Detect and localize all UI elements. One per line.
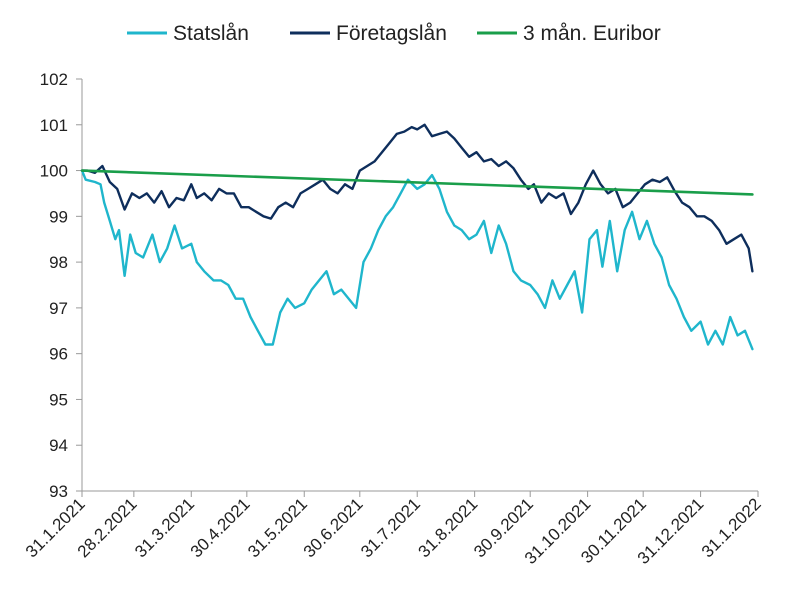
x-tick-label: 31.1.2022 <box>698 494 765 561</box>
axes <box>76 78 759 497</box>
y-tick-label: 101 <box>40 116 68 135</box>
y-tick-label: 94 <box>49 436 68 455</box>
x-tick-label: 31.3.2021 <box>131 494 198 561</box>
x-tick-label: 31.8.2021 <box>415 494 482 561</box>
y-tick-label: 99 <box>49 207 68 226</box>
x-tick-label: 30.6.2021 <box>300 494 367 561</box>
y-tick-label: 100 <box>40 162 68 181</box>
y-tick-label: 97 <box>49 299 68 318</box>
x-axis-tick-labels: 31.1.202128.2.202131.3.202130.4.202131.5… <box>22 494 765 568</box>
series-line-foretagslan <box>80 123 754 273</box>
x-tick-label: 31.7.2021 <box>357 494 424 561</box>
x-tick-label: 31.5.2021 <box>244 494 311 561</box>
legend-label-foretagslan: Företagslån <box>336 22 447 45</box>
series-line-statslan <box>80 169 754 351</box>
series-line-euribor-3m <box>80 169 754 196</box>
y-tick-label: 93 <box>49 482 68 501</box>
y-tick-label: 96 <box>49 345 68 364</box>
legend-label-statslan: Statslån <box>173 22 249 45</box>
y-tick-label: 102 <box>40 70 68 89</box>
series-lines <box>80 123 754 351</box>
y-tick-label: 95 <box>49 390 68 409</box>
legend: Statslån Företagslån 3 mån. Euribor <box>127 22 661 45</box>
legend-label-euribor-3m: 3 mån. Euribor <box>523 22 661 45</box>
x-tick-label: 30.4.2021 <box>187 494 254 561</box>
y-axis-tick-labels: 93 94 95 96 97 98 99 100 101 102 <box>40 70 68 501</box>
y-tick-label: 98 <box>49 253 68 272</box>
